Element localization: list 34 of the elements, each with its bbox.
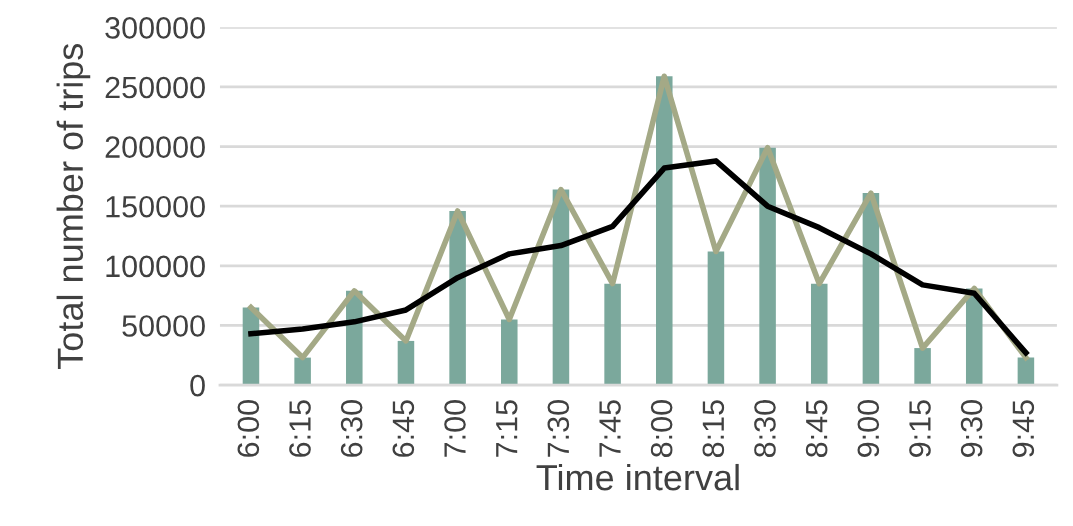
y-tick-label: 250000 bbox=[105, 76, 205, 99]
bar bbox=[810, 283, 828, 386]
x-tick-label: 8:00 bbox=[650, 400, 673, 458]
x-tick-label: 7:15 bbox=[496, 400, 518, 457]
x-tick-label: 6:00 bbox=[237, 400, 260, 457]
x-tick-label: 8:15 bbox=[702, 400, 725, 458]
x-axis-title: Time interval bbox=[536, 463, 739, 491]
x-tick-label: 9:45 bbox=[1012, 400, 1035, 457]
y-tick-label: 100000 bbox=[106, 255, 205, 278]
x-tick-label: 7:45 bbox=[599, 400, 621, 457]
x-tick-label: 9:00 bbox=[857, 400, 880, 457]
bar bbox=[656, 76, 673, 386]
bar bbox=[501, 319, 518, 386]
y-tick-label: 50000 bbox=[122, 315, 205, 337]
bar bbox=[294, 357, 311, 386]
bar bbox=[397, 340, 415, 386]
x-tick-label: 7:30 bbox=[547, 400, 570, 457]
x-tick-label: 7:00 bbox=[444, 400, 466, 457]
y-tick-label: 200000 bbox=[105, 136, 205, 158]
bar bbox=[914, 348, 931, 386]
x-tick-label: 6:15 bbox=[289, 400, 311, 457]
x-tick-label: 9:30 bbox=[960, 400, 983, 457]
bar bbox=[604, 283, 621, 386]
x-tick-label: 9:15 bbox=[909, 400, 931, 457]
y-axis-title: Total number of trips bbox=[56, 43, 91, 369]
y-tick-label: 150000 bbox=[106, 195, 205, 218]
x-tick-label: 8:30 bbox=[754, 400, 776, 458]
bar bbox=[759, 147, 776, 386]
y-tick-label: 0 bbox=[190, 374, 205, 397]
x-tick-label: 6:45 bbox=[392, 400, 415, 457]
bar bbox=[707, 251, 725, 386]
x-tick-label: 6:30 bbox=[340, 400, 363, 457]
x-tick-label: 8:45 bbox=[805, 400, 828, 458]
y-tick-label: 300000 bbox=[105, 17, 205, 39]
